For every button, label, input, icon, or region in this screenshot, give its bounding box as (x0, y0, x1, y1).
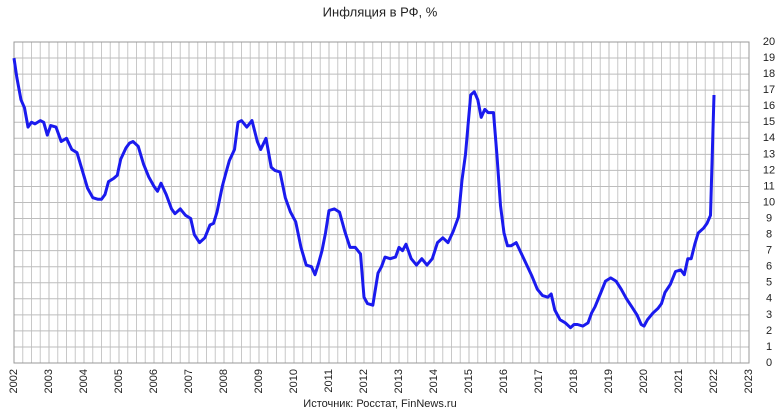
plot-frame (13, 41, 750, 364)
y-tick-label: 17 (763, 84, 775, 96)
y-tick-label: 19 (763, 52, 775, 64)
x-tick-label: 2003 (43, 369, 55, 393)
y-tick-label: 7 (766, 245, 772, 257)
y-tick-label: 3 (766, 309, 772, 321)
y-tick-label: 10 (763, 196, 775, 208)
y-tick-label: 13 (763, 148, 775, 160)
y-tick-label: 18 (763, 68, 775, 80)
x-tick-label: 2015 (463, 369, 475, 393)
y-tick-label: 4 (766, 293, 772, 305)
y-tick-label: 1 (766, 341, 772, 353)
y-tick-label: 8 (766, 229, 772, 241)
x-tick-label: 2010 (288, 369, 300, 393)
y-tick-label: 5 (766, 277, 772, 289)
source-note: Источник: Росстат, FinNews.ru (303, 398, 456, 410)
x-tick-label: 2013 (393, 369, 405, 393)
x-tick-label: 2009 (253, 369, 265, 393)
y-tick-label: 12 (763, 164, 775, 176)
y-tick-label: 11 (763, 180, 774, 192)
inflation-line (12, 57, 716, 330)
x-tick-label: 2020 (638, 369, 650, 393)
x-tick-label: 2007 (183, 369, 195, 393)
x-tick-label: 2017 (533, 369, 545, 393)
x-tick-label: 2006 (148, 369, 160, 393)
x-tick-label: 2008 (218, 369, 230, 393)
x-tick-label: 2005 (113, 369, 125, 393)
x-tick-label: 2018 (568, 369, 580, 393)
y-tick-label: 15 (763, 116, 775, 128)
x-tick-label: 2021 (673, 369, 685, 393)
y-tick-label: 14 (763, 132, 775, 144)
x-tick-label: 2014 (428, 369, 440, 393)
y-tick-label: 0 (766, 357, 772, 369)
x-tick-label: 2011 (323, 369, 335, 393)
y-tick-label: 2 (766, 325, 772, 337)
y-tick-label: 9 (766, 212, 772, 224)
x-tick-label: 2012 (358, 369, 370, 393)
chart-title: Инфляция в РФ, % (323, 4, 438, 19)
x-tick-label: 2019 (603, 369, 615, 393)
y-tick-label: 6 (766, 261, 772, 273)
x-tick-label: 2016 (498, 369, 510, 393)
x-tick-label: 2004 (78, 369, 90, 393)
x-tick-label: 2023 (743, 369, 755, 393)
y-tick-label: 16 (763, 100, 775, 112)
x-tick-label: 2022 (708, 369, 720, 393)
y-tick-label: 20 (763, 36, 775, 48)
x-tick-label: 2002 (8, 369, 20, 393)
